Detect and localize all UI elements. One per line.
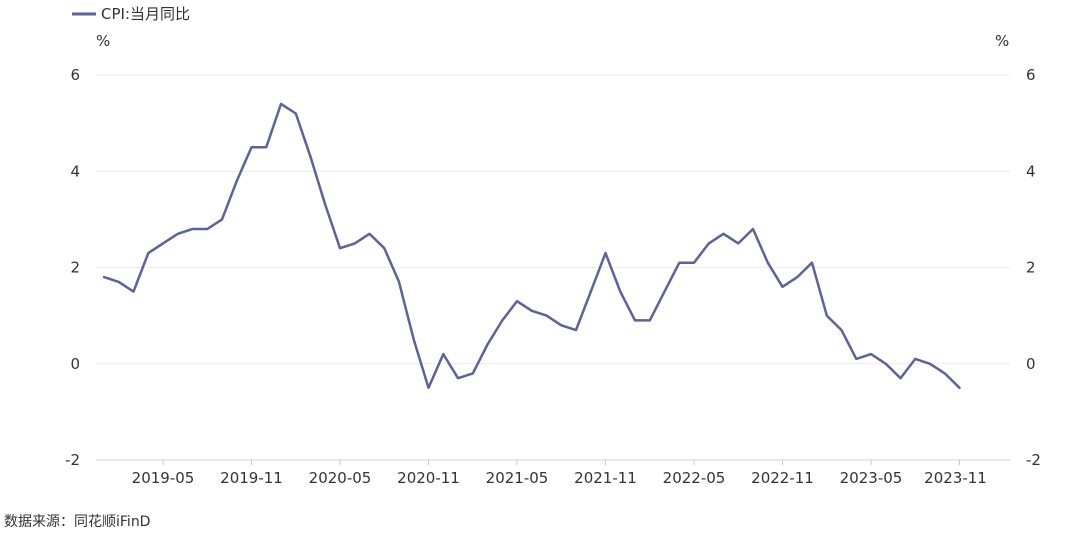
y-tick-label-left: -2: [65, 451, 80, 469]
y-tick-label-left: 6: [70, 66, 80, 84]
x-axis: 2019-05 2019-11 2020-05 2020-11 2021-05 2021-…: [132, 460, 987, 487]
right-y-axis: -2 0 2 4 6: [1026, 66, 1041, 469]
right-axis-unit: %: [995, 32, 1009, 50]
x-tick-label: 2021-05: [486, 469, 549, 487]
y-tick-label-right: 6: [1026, 66, 1036, 84]
left-axis-unit: %: [96, 32, 110, 50]
y-tick-label-right: 0: [1026, 355, 1036, 373]
y-tick-label-right: -2: [1026, 451, 1041, 469]
y-tick-label-right: 2: [1026, 259, 1036, 277]
x-tick-label: 2022-11: [751, 469, 814, 487]
x-tick-label: 2020-11: [397, 469, 460, 487]
legend: CPI:当月同比: [72, 5, 190, 23]
x-tick-label: 2021-11: [574, 469, 637, 487]
y-tick-label-left: 4: [70, 162, 80, 180]
gridlines: [96, 74, 1010, 461]
x-tick-label: 2020-05: [309, 469, 372, 487]
cpi-line-chart: CPI:当月同比 % % -2 0 2 4 6 -2 0 2 4 6 2019-05 2019-1…: [65, 5, 1041, 487]
x-tick-label: 2019-11: [220, 469, 283, 487]
x-tick-label: 2019-05: [132, 469, 195, 487]
data-source-note: 数据来源：同花顺iFinD: [4, 514, 151, 530]
x-tick-label: 2023-05: [840, 469, 903, 487]
left-y-axis: -2 0 2 4 6: [65, 66, 80, 469]
series-layer: [102, 102, 961, 390]
legend-label-cpi: CPI:当月同比: [101, 5, 190, 23]
series-line-cpi: [102, 102, 961, 390]
y-tick-label-right: 4: [1026, 162, 1036, 180]
y-tick-label-left: 0: [70, 355, 80, 373]
x-tick-label: 2022-05: [663, 469, 726, 487]
x-tick-label: 2023-11: [924, 469, 987, 487]
y-tick-label-left: 2: [70, 259, 80, 277]
